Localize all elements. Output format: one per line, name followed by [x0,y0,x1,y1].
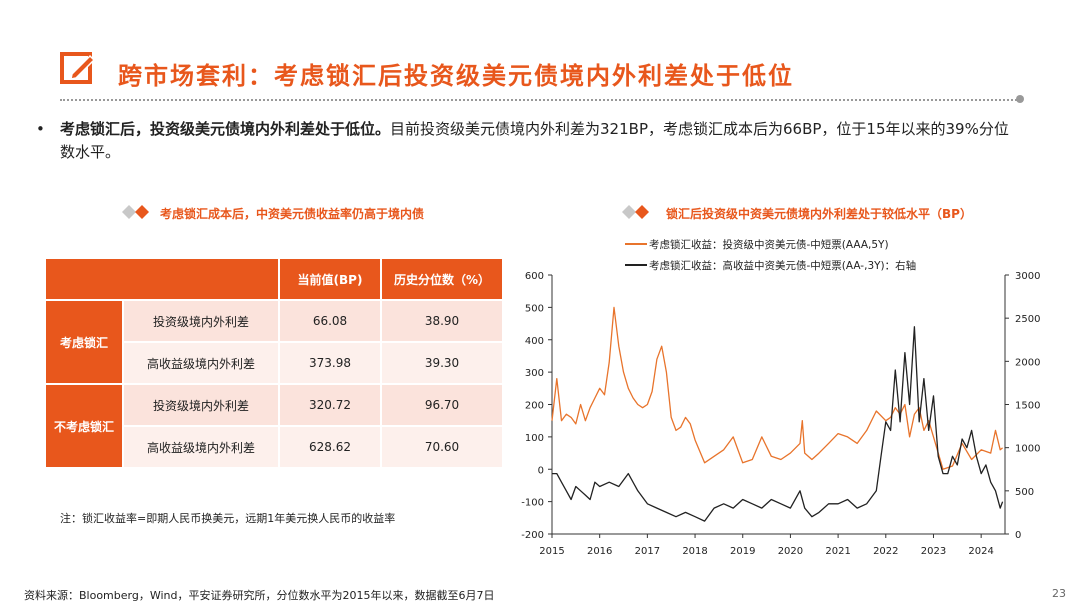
row-current: 373.98 [280,343,382,385]
page-title: 跨市场套利：考虑锁汇后投资级美元债境内外利差处于低位 [118,61,794,90]
table-row: 高收益级境内外利差 628.62 70.60 [46,427,502,469]
row-percentile: 96.70 [382,385,502,427]
title-divider [60,99,1020,101]
left-tick-label: 100 [525,433,544,444]
table-subtitle: 考虑锁汇成本后，中资美元债收益率仍高于境内债 [160,207,425,221]
table-row: 考虑锁汇 投资级境内外利差 66.08 38.90 [46,301,502,385]
group-label: 不考虑锁汇 [46,385,124,469]
legend-label-2: 考虑锁汇收益：高收益中资美元债-中短票(AA-,3Y)：右轴 [649,259,916,272]
left-tick-label: 400 [525,336,544,347]
row-name: 高收益级境内外利差 [124,427,280,469]
row-percentile: 39.30 [382,343,502,385]
right-tick-label: 500 [1015,487,1034,498]
right-tick-label: 3000 [1015,271,1040,282]
x-tick-label: 2015 [539,546,564,557]
chart-axes: -200 -100 0 100 200 300 400 500 600 0 500 1000 1500 2… [521,271,1040,557]
edit-icon [60,52,96,84]
chart-legend: 考虑锁汇收益：投资级中资美元债-中短票(AAA,5Y) 考虑锁汇收益：高收益中资美… [625,238,916,272]
right-tick-label: 2500 [1015,314,1040,325]
left-tick-label: 500 [525,303,544,314]
row-name: 投资级境内外利差 [124,385,280,427]
x-tick-label: 2020 [778,546,803,557]
right-tick-label: 1500 [1015,401,1040,412]
bullet-rest: 目前投资级美元债境内外利差为321BP，考虑锁汇成本后为66BP，位于15年以来… [60,120,1009,161]
row-current: 66.08 [280,301,382,343]
x-tick-label: 2019 [730,546,755,557]
right-tick-label: 1000 [1015,444,1040,455]
right-tick-label: 2000 [1015,357,1040,368]
table-header-row: 当前值(BP) 历史分位数（%） [46,259,502,301]
right-tick-label: 0 [1015,530,1021,541]
row-current: 320.72 [280,385,382,427]
left-tick-label: 600 [525,271,544,282]
left-tick-label: -200 [521,530,544,541]
spread-line-chart: 考虑锁汇收益：投资级中资美元债-中短票(AAA,5Y) 考虑锁汇收益：高收益中资美… [521,238,1040,557]
header-percentile: 历史分位数（%） [382,259,502,301]
x-tick-label: 2022 [873,546,898,557]
chart-title: 锁汇后投资级中资美元债境内外利差处于较低水平（BP） [666,207,972,221]
header-current: 当前值(BP) [280,259,382,301]
page-number: 23 [1052,587,1066,600]
x-tick-label: 2018 [682,546,707,557]
x-tick-label: 2023 [921,546,946,557]
diamond-icon [122,205,149,219]
x-tick-label: 2016 [587,546,612,557]
table-row: 高收益级境内外利差 373.98 39.30 [46,343,502,385]
bullet-paragraph: 考虑锁汇后，投资级美元债境内外利差处于低位。目前投资级美元债境内外利差为321B… [60,118,1020,164]
diamond-icon [622,205,649,219]
x-tick-label: 2017 [635,546,660,557]
left-tick-label: 300 [525,368,544,379]
left-tick-label: 0 [538,465,544,476]
bullet-bold: 考虑锁汇后，投资级美元债境内外利差处于低位。 [60,120,391,138]
title-divider-dot [1016,95,1024,103]
left-tick-label: -100 [521,498,544,509]
chart-series [551,306,1004,522]
spread-table: 当前值(BP) 历史分位数（%） 考虑锁汇 投资级境内外利差 66.08 38.… [46,259,502,469]
row-name: 投资级境内外利差 [124,301,280,343]
table-row: 不考虑锁汇 投资级境内外利差 320.72 96.70 [46,385,502,469]
source-note: 资料来源：Bloomberg，Wind，平安证券研究所，分位数水平为2015年以… [24,589,495,602]
x-tick-label: 2024 [968,546,993,557]
bullet-marker: • [36,120,45,138]
row-current: 628.62 [280,427,382,469]
row-name: 高收益级境内外利差 [124,343,280,385]
table-header-blank [46,259,280,301]
row-percentile: 70.60 [382,427,502,469]
x-tick-label: 2021 [825,546,850,557]
group-label: 考虑锁汇 [46,301,124,385]
legend-label-1: 考虑锁汇收益：投资级中资美元债-中短票(AAA,5Y) [649,238,889,251]
series-line-2 [552,326,1004,522]
left-tick-label: 200 [525,401,544,412]
row-percentile: 38.90 [382,301,502,343]
series-line-1 [551,306,1004,470]
table-note: 注：锁汇收益率=即期人民币换美元，远期1年美元换人民币的收益率 [60,512,396,525]
